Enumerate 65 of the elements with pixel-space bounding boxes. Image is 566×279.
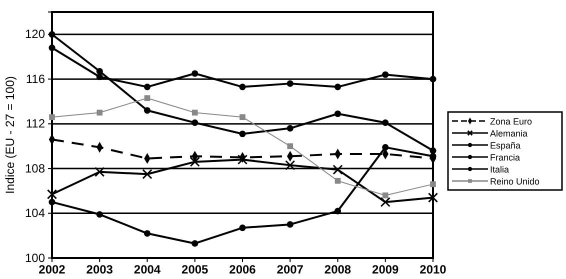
x-tick-label: 2010 [420, 262, 447, 277]
x-tick-label: 2004 [134, 262, 161, 277]
point [48, 198, 56, 206]
point [428, 192, 438, 203]
point [382, 192, 388, 198]
point [192, 119, 198, 126]
legend-label: Francia [490, 152, 520, 162]
point [430, 76, 436, 82]
x-tick-label: 2008 [324, 262, 352, 277]
point [96, 74, 103, 80]
legend-label: Reino Unido [490, 176, 540, 186]
point [382, 119, 389, 126]
point [430, 181, 436, 188]
point [144, 95, 150, 102]
point [239, 84, 246, 90]
x-tick-label: 2009 [372, 262, 400, 277]
point [96, 211, 103, 218]
point [332, 164, 343, 175]
y-tick-label: 100 [24, 250, 46, 265]
y-tick-label: 116 [26, 72, 46, 86]
point [285, 160, 296, 170]
point [239, 224, 246, 232]
point [96, 68, 103, 75]
point [144, 107, 151, 114]
legend-label: Zona Euro [490, 116, 532, 126]
point [190, 156, 200, 167]
x-tick-label: 2007 [276, 262, 304, 277]
point [239, 130, 246, 138]
point [334, 178, 341, 184]
point [144, 84, 151, 90]
y-tick-label: 112 [26, 116, 46, 131]
point [96, 110, 103, 116]
x-tick-label: 2005 [182, 262, 209, 277]
point [380, 197, 390, 208]
point [334, 110, 342, 118]
point [430, 147, 436, 154]
x-tick-label: 2002 [38, 262, 66, 277]
point [240, 114, 246, 120]
point [237, 154, 248, 165]
legend-label: Alemania [490, 128, 528, 138]
point [192, 240, 198, 247]
point [334, 208, 342, 214]
point [286, 80, 294, 87]
legend-label: España [490, 140, 521, 150]
y-axis-title: Indice (EU - 27 = 100) [3, 76, 17, 194]
point [286, 221, 294, 228]
point [192, 70, 198, 77]
point [192, 110, 198, 116]
point [382, 144, 389, 151]
point [382, 71, 389, 78]
point [334, 84, 342, 90]
point [94, 166, 105, 177]
point [142, 169, 152, 180]
point [144, 230, 151, 237]
point [46, 189, 58, 200]
point [286, 125, 294, 132]
x-tick-label: 2003 [86, 262, 114, 277]
x-tick-label: 2006 [229, 262, 256, 277]
point [49, 114, 55, 120]
y-tick-label: 104 [24, 206, 46, 220]
y-tick-label: 120 [24, 27, 46, 42]
point [48, 44, 56, 52]
legend-label: Italia [490, 164, 510, 174]
y-tick-label: 108 [24, 161, 46, 176]
point [287, 143, 294, 150]
